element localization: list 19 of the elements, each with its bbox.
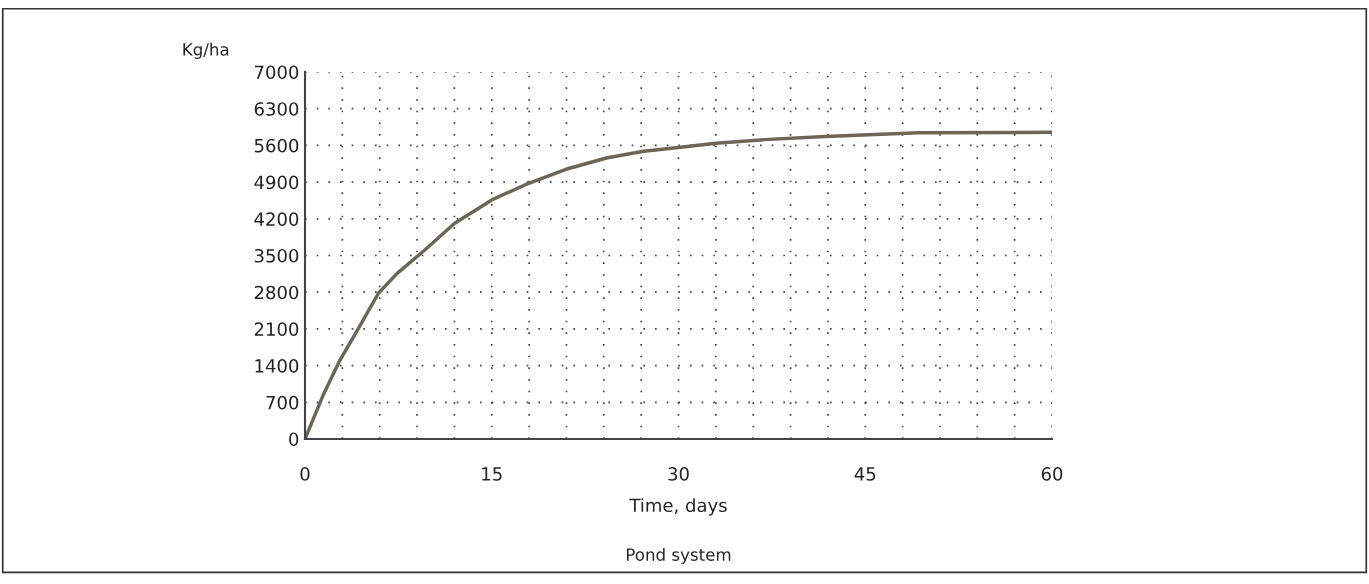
y-tick-label: 4900 <box>254 175 299 190</box>
x-tick-label: 15 <box>482 467 502 481</box>
y-axis-title: Kg/ha <box>183 42 229 59</box>
x-tick-label: 0 <box>300 467 310 481</box>
y-tick-label: 6300 <box>254 102 299 116</box>
x-axis-title: Time, days <box>629 498 727 516</box>
y-tick-label: 2800 <box>254 285 299 300</box>
y-tick-label: 4200 <box>254 212 299 226</box>
y-tick-label: 7000 <box>254 65 299 80</box>
y-tick-label: 5600 <box>254 138 299 153</box>
y-tick-label: 0 <box>289 432 299 447</box>
y-tick-label: 1400 <box>255 359 299 373</box>
y-tick-label: 700 <box>266 395 299 410</box>
text: Pond system <box>626 547 731 565</box>
y-tick-label: 3500 <box>254 248 299 263</box>
x-tick-label: 60 <box>1041 467 1063 481</box>
x-tick-label: 30 <box>668 467 689 481</box>
x-tick-label: 45 <box>854 467 876 481</box>
y-tick-label: 2100 <box>254 322 299 337</box>
